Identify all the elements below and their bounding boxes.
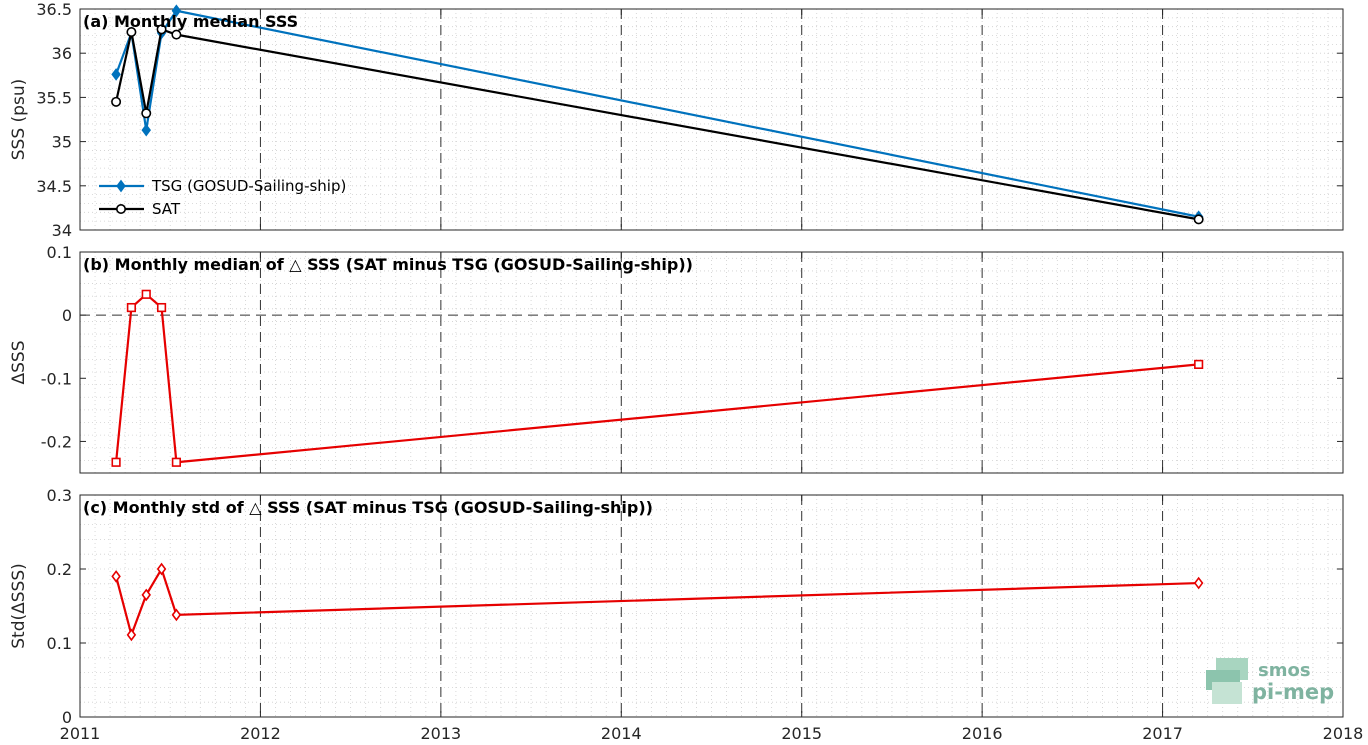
data-point [1193,214,1204,225]
y-axis-label: SSS (psu) [9,79,29,160]
panel-title: (b) Monthly median of △ SSS (SAT minus T… [83,255,693,274]
chart-panel-3: 2011 2012 2013 2014 2015 2016 2017 2018 0 0.1 0.2 0… [9,486,1363,743]
series-group [111,562,1204,642]
data-point [171,29,182,40]
ticks: -0.2 -0.1 0 0.1 [41,243,1344,473]
panel-title: (c) Monthly std of △ SSS (SAT minus TSG … [83,498,653,517]
y-tick-label: 0.1 [47,243,72,262]
data-point [111,68,121,81]
data-point [156,562,167,576]
x-tick-label: 2013 [420,724,461,743]
data-point [141,108,152,119]
data-point [126,628,137,642]
logo-graphic [1212,682,1242,704]
ticks: 34 34.5 35 35.5 36 36.5 [36,0,1344,240]
y-tick-label: 0.3 [47,486,72,505]
legend-label: TSG (GOSUD-Sailing-ship) [151,177,346,195]
y-tick-label: 35 [52,133,72,152]
data-point [111,570,121,583]
chart-panel-1: 34 34.5 35 35.5 36 36.5 SSS (psu) (a) Monthly m… [9,0,1344,240]
y-tick-label: -0.1 [41,369,72,388]
data-point [126,302,137,313]
data-point [126,26,137,37]
axes-box [79,494,1344,718]
series-group [111,4,1204,225]
legend: TSG (GOSUD-Sailing-ship) SAT [99,177,346,218]
data-point [156,24,167,35]
data-point [1194,359,1204,369]
y-tick-label: 35.5 [36,88,72,107]
legend-label: SAT [152,200,181,218]
data-point [171,608,182,622]
data-point [141,289,151,299]
x-tick-label: 2018 [1323,724,1364,743]
y-tick-label: 34.5 [36,177,72,196]
y-axis-label: Std(ΔSSS) [9,563,29,649]
data-point [141,123,151,137]
logo: smos pi-mep [1206,658,1334,704]
logo-line2: pi-mep [1252,680,1334,704]
data-point [111,96,122,107]
data-point [116,179,126,193]
y-tick-label: 0.1 [47,634,72,653]
data-point [156,302,167,313]
x-tick-label: 2011 [60,724,101,743]
y-tick-label: -0.2 [41,432,72,451]
data-point [141,588,151,602]
series-group [111,289,1204,467]
y-tick-label: 36 [52,44,72,63]
chart-panel-2: -0.2 -0.1 0 0.1 ΔSSS (b) Monthly median of △ … [9,243,1344,474]
data-point [111,457,121,467]
logo-line1: smos [1258,660,1311,681]
plot-area [80,252,1343,473]
x-tick-label: 2015 [781,724,822,743]
x-tick-label: 2014 [601,724,642,743]
x-tick-label: 2016 [962,724,1003,743]
y-tick-label: 0 [62,708,72,727]
data-point [1193,576,1204,590]
series-line [114,292,1199,464]
x-tick-label: 2012 [240,724,281,743]
y-tick-label: 36.5 [36,0,72,19]
series-line [115,566,1199,639]
x-tick-label: 2017 [1142,724,1183,743]
y-tick-label: 34 [52,221,72,240]
data-point [171,457,181,467]
panel-title: (a) Monthly median SSS [83,12,298,31]
y-tick-label: 0.2 [47,560,72,579]
chart-panels: 34 34.5 35 35.5 36 36.5 SSS (psu) (a) Monthly m… [9,0,1363,743]
data-point [171,4,182,18]
ticks: 2011 2012 2013 2014 2015 2016 2017 2018 0 0.1 0.2 0… [47,486,1364,743]
series-line [115,27,1199,221]
y-tick-label: 0 [62,306,72,325]
y-axis-label: ΔSSS [9,340,29,384]
axes-box [79,251,1344,474]
axes-box [79,8,1344,231]
data-point [116,204,127,215]
